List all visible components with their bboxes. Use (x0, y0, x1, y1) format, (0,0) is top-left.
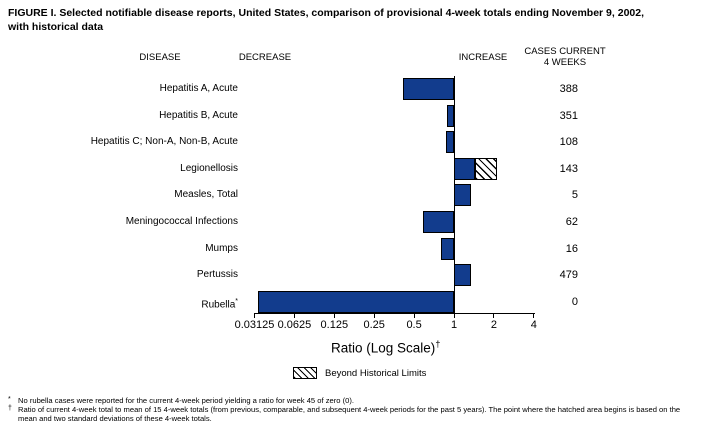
ratio-bar (454, 184, 471, 207)
disease-label: Legionellosis (180, 162, 238, 174)
reference-line-ratio-1 (453, 76, 455, 313)
disease-label: Pertussis (196, 269, 238, 281)
axis-tick (453, 313, 455, 318)
cases-value: 351 (559, 109, 578, 122)
figure-title: FIGURE I. Selected notifiable disease re… (8, 7, 644, 34)
disease-label: Hepatitis C; Non-A, Non-B, Acute (90, 136, 238, 148)
footnote-marker: * (8, 396, 11, 403)
footnote: † Ratio of current 4-week total to mean o… (8, 404, 696, 424)
x-axis-line (254, 313, 535, 314)
column-header-decrease: DECREASE (238, 52, 292, 63)
axis-tick-label: 0.125 (320, 319, 349, 331)
ratio-bar (454, 264, 471, 287)
axis-tick-label: 1 (450, 319, 458, 331)
footnote: * No rubella cases were reported for the … (8, 396, 696, 406)
axis-tick (373, 313, 375, 318)
cases-value: 16 (565, 242, 578, 255)
ratio-bar (422, 211, 454, 233)
figure-title-line2: with historical data (8, 20, 104, 33)
column-header-increase: INCREASE (458, 52, 508, 63)
column-header-cases-line2: 4 WEEKS (543, 57, 587, 68)
disease-label: Measles, Total (174, 189, 238, 201)
ratio-bar (445, 131, 454, 154)
cases-value: 479 (559, 269, 578, 282)
axis-tick (493, 313, 495, 318)
figure-title-line1: FIGURE I. Selected notifiable disease re… (8, 7, 645, 19)
disease-label: Meningococcal Infections (125, 216, 238, 227)
axis-tick (413, 313, 415, 318)
axis-tick-label: 0.25 (363, 319, 385, 331)
axis-tick-label: 2 (490, 319, 497, 331)
footnote-text: Ratio of current 4-week total to mean of… (18, 404, 681, 423)
legend-label: Beyond Historical Limits (325, 367, 427, 379)
beyond-limits-bar (474, 157, 498, 180)
column-header-disease: DISEASE (139, 52, 181, 63)
cases-value: 0 (571, 295, 578, 308)
footnotes: * No rubella cases were reported for the … (8, 396, 696, 424)
axis-tick-label: 0.5 (406, 319, 422, 331)
axis-tick (293, 313, 295, 318)
footnote-text: No rubella cases were reported for the c… (18, 396, 354, 405)
ratio-bar (402, 78, 454, 100)
column-header-cases-line1: CASES CURRENT (524, 46, 606, 57)
ratio-bar (446, 104, 454, 127)
disease-label: Hepatitis B, Acute (159, 109, 238, 121)
cases-value: 108 (559, 136, 578, 149)
x-axis-label-dagger: † (435, 339, 441, 349)
axis-tick-label: 4 (530, 319, 537, 331)
x-axis-label: Ratio (Log Scale)† (331, 339, 440, 356)
footnote-marker: * (235, 297, 238, 305)
ratio-bar (441, 237, 454, 260)
beyond-historical-limits-swatch (293, 367, 317, 379)
axis-tick (254, 313, 255, 318)
legend: Beyond Historical Limits (293, 367, 426, 379)
ratio-bar (257, 290, 454, 313)
cases-value: 388 (559, 83, 578, 95)
axis-tick-label: 0.0625 (277, 319, 312, 331)
axis-tick (333, 313, 335, 318)
footnote-marker: † (8, 404, 12, 412)
column-header-cases: CASES CURRENT 4 WEEKS (515, 46, 615, 68)
cases-value: 62 (565, 216, 578, 228)
axis-tick-label: 0.03125 (234, 319, 275, 331)
disease-label: Hepatitis A, Acute (159, 83, 238, 94)
cases-value: 143 (559, 162, 578, 175)
cases-value: 5 (571, 189, 578, 202)
disease-label: Rubella* (201, 297, 238, 311)
ratio-bar (454, 157, 475, 180)
x-axis-label-text: Ratio (Log Scale) (331, 340, 436, 356)
axis-tick (533, 313, 535, 318)
disease-label: Mumps (205, 242, 238, 254)
